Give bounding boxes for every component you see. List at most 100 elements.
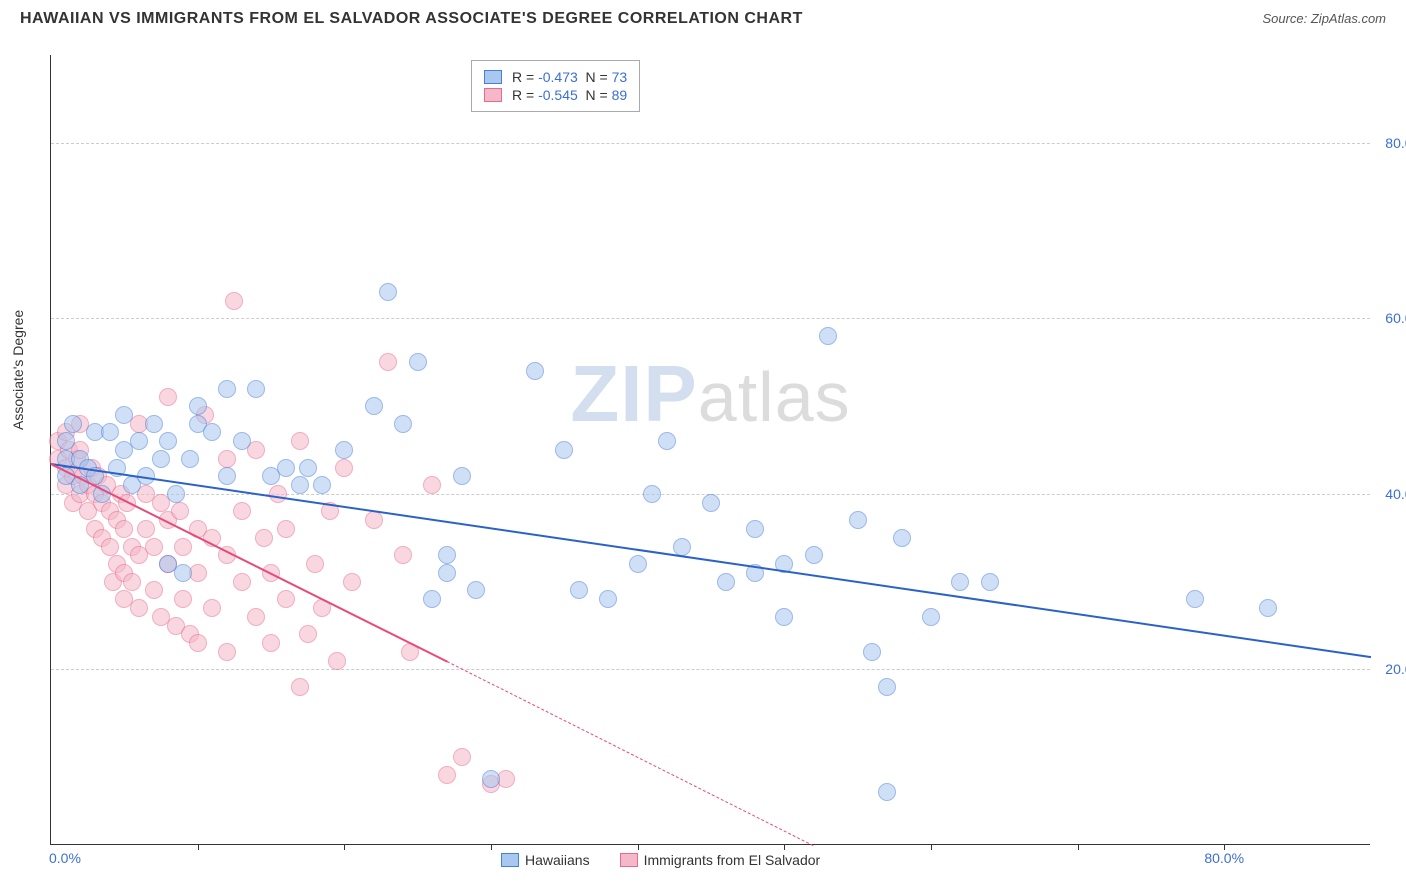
y-axis-label: Associate's Degree bbox=[10, 310, 26, 430]
data-point bbox=[878, 783, 896, 801]
data-point bbox=[746, 520, 764, 538]
data-point bbox=[145, 415, 163, 433]
data-point bbox=[167, 485, 185, 503]
data-point bbox=[269, 485, 287, 503]
data-point bbox=[189, 397, 207, 415]
data-point bbox=[394, 546, 412, 564]
data-point bbox=[174, 590, 192, 608]
x-axis-tick: 0.0% bbox=[49, 850, 81, 866]
data-point bbox=[394, 415, 412, 433]
data-point bbox=[379, 353, 397, 371]
data-point bbox=[423, 590, 441, 608]
data-point bbox=[218, 643, 236, 661]
x-axis-tick: 80.0% bbox=[1204, 850, 1244, 866]
data-point bbox=[218, 467, 236, 485]
data-point bbox=[291, 678, 309, 696]
data-point bbox=[981, 573, 999, 591]
data-point bbox=[643, 485, 661, 503]
data-point bbox=[453, 748, 471, 766]
legend-stat-row: R = -0.473 N = 73 bbox=[484, 69, 627, 85]
data-point bbox=[159, 432, 177, 450]
data-point bbox=[247, 380, 265, 398]
data-point bbox=[306, 555, 324, 573]
legend-item: Immigrants from El Salvador bbox=[620, 852, 821, 868]
data-point bbox=[335, 459, 353, 477]
data-point bbox=[438, 766, 456, 784]
data-point bbox=[277, 590, 295, 608]
data-point bbox=[849, 511, 867, 529]
data-point bbox=[159, 388, 177, 406]
data-point bbox=[555, 441, 573, 459]
data-point bbox=[123, 573, 141, 591]
data-point bbox=[101, 538, 119, 556]
legend-series: Hawaiians Immigrants from El Salvador bbox=[501, 852, 820, 868]
data-point bbox=[1259, 599, 1277, 617]
data-point bbox=[299, 625, 317, 643]
data-point bbox=[453, 467, 471, 485]
data-point bbox=[922, 608, 940, 626]
y-axis-tick: 60.0% bbox=[1385, 310, 1406, 326]
data-point bbox=[225, 292, 243, 310]
data-point bbox=[203, 423, 221, 441]
data-point bbox=[629, 555, 647, 573]
data-point bbox=[819, 327, 837, 345]
data-point bbox=[482, 770, 500, 788]
data-point bbox=[893, 529, 911, 547]
data-point bbox=[145, 581, 163, 599]
data-point bbox=[291, 476, 309, 494]
data-point bbox=[130, 432, 148, 450]
data-point bbox=[233, 573, 251, 591]
correlation-chart: ZIPatlas R = -0.473 N = 73 R = -0.545 N … bbox=[50, 55, 1370, 845]
y-axis-tick: 80.0% bbox=[1385, 135, 1406, 151]
x-tick-mark bbox=[931, 844, 932, 850]
data-point bbox=[365, 511, 383, 529]
data-point bbox=[438, 546, 456, 564]
data-point bbox=[467, 581, 485, 599]
data-point bbox=[189, 634, 207, 652]
data-point bbox=[343, 573, 361, 591]
legend-item: Hawaiians bbox=[501, 852, 590, 868]
data-point bbox=[379, 283, 397, 301]
data-point bbox=[423, 476, 441, 494]
data-point bbox=[313, 476, 331, 494]
data-point bbox=[863, 643, 881, 661]
y-axis-tick: 40.0% bbox=[1385, 486, 1406, 502]
data-point bbox=[328, 652, 346, 670]
x-tick-mark bbox=[638, 844, 639, 850]
data-point bbox=[262, 634, 280, 652]
x-tick-mark bbox=[344, 844, 345, 850]
data-point bbox=[57, 432, 75, 450]
data-point bbox=[775, 608, 793, 626]
series-swatch bbox=[484, 88, 502, 102]
data-point bbox=[365, 397, 383, 415]
watermark: ZIPatlas bbox=[570, 348, 850, 440]
page-title: HAWAIIAN VS IMMIGRANTS FROM EL SALVADOR … bbox=[20, 10, 803, 28]
data-point bbox=[152, 450, 170, 468]
data-point bbox=[255, 529, 273, 547]
data-point bbox=[299, 459, 317, 477]
data-point bbox=[335, 441, 353, 459]
data-point bbox=[218, 450, 236, 468]
data-point bbox=[702, 494, 720, 512]
data-point bbox=[1186, 590, 1204, 608]
data-point bbox=[247, 608, 265, 626]
series-swatch bbox=[620, 853, 638, 867]
x-tick-mark bbox=[1078, 844, 1079, 850]
data-point bbox=[181, 450, 199, 468]
data-point bbox=[277, 520, 295, 538]
gridline bbox=[51, 143, 1370, 144]
legend-stats: R = -0.473 N = 73 R = -0.545 N = 89 bbox=[471, 60, 640, 112]
data-point bbox=[277, 459, 295, 477]
data-point bbox=[233, 502, 251, 520]
data-point bbox=[805, 546, 823, 564]
data-point bbox=[409, 353, 427, 371]
data-point bbox=[438, 564, 456, 582]
data-point bbox=[673, 538, 691, 556]
data-point bbox=[115, 520, 133, 538]
data-point bbox=[115, 406, 133, 424]
source-attribution: Source: ZipAtlas.com bbox=[1262, 11, 1386, 26]
data-point bbox=[717, 573, 735, 591]
x-tick-mark bbox=[1224, 844, 1225, 850]
data-point bbox=[951, 573, 969, 591]
x-tick-mark bbox=[198, 844, 199, 850]
